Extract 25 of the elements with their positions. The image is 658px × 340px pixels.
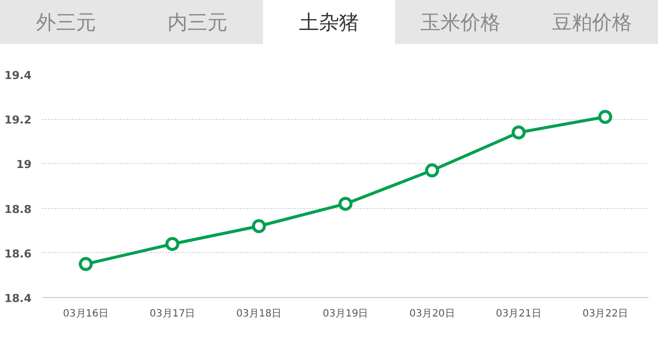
- x-tick-label: 03月22日: [582, 308, 628, 320]
- x-tick-label: 03月19日: [322, 308, 368, 320]
- y-tick-label: 19.4: [4, 69, 32, 82]
- y-tick-label: 18.4: [4, 292, 32, 305]
- text: 外三元: [0, 0, 132, 44]
- y-tick-label: 18.6: [4, 247, 32, 260]
- text: 玉米价格: [394, 0, 526, 44]
- point: [425, 163, 440, 178]
- point: [78, 257, 93, 272]
- y-tick-label: 18.8: [4, 202, 32, 216]
- point: [338, 196, 352, 211]
- point: [252, 219, 266, 234]
- x-tick-label: 03月17日: [150, 308, 196, 320]
- x-tick-label: 03月20日: [409, 308, 455, 320]
- point: [512, 125, 526, 140]
- point: [165, 236, 180, 251]
- y-tick-label: 19.2: [4, 114, 32, 127]
- x-tick-label: 03月21日: [496, 308, 542, 320]
- x-tick-label: 03月16日: [63, 308, 109, 320]
- text: 内三元: [132, 0, 264, 44]
- point: [598, 110, 612, 124]
- text: 豆粕价格: [526, 0, 658, 44]
- x-tick-label: 03月18日: [236, 308, 282, 320]
- y-tick-label: 19: [16, 158, 32, 172]
- chart-title: 土杂猪: [263, 0, 395, 44]
